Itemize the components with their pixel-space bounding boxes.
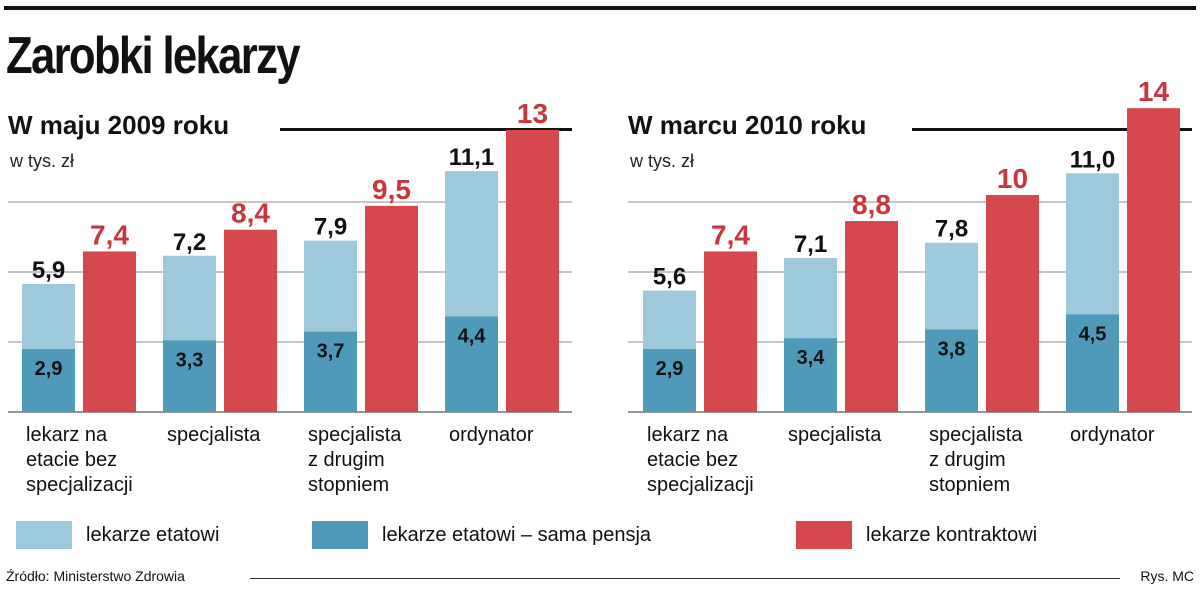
bar-charts: W maju 2009 roku w tys. zł 5,9 2,9 7,4 lekarz… xyxy=(8,76,1192,496)
page-title: Zarobki lekarzy xyxy=(6,27,301,85)
panel1-bar-kontraktowi xyxy=(506,129,559,412)
panel2-category-label: ordynator xyxy=(1070,424,1155,446)
panel2-label-kontraktowi: 7,4 xyxy=(711,219,750,250)
footer-rule xyxy=(250,578,1120,579)
panel1-category-label: lekarz na xyxy=(26,424,108,446)
panel2-category-label: z drugim xyxy=(929,449,1006,471)
panel1-label-kontraktowi: 8,4 xyxy=(231,198,270,229)
panel1-label-kontraktowi: 9,5 xyxy=(372,174,411,205)
legend-label-etatowi: lekarze etatowi xyxy=(86,523,220,546)
panel1-category-label: etacie bez xyxy=(26,449,117,471)
panel1-label-sama-pensja: 3,7 xyxy=(317,341,345,363)
panel2-label-kontraktowi: 8,8 xyxy=(852,189,891,220)
panel1-label-kontraktowi: 13 xyxy=(517,98,548,129)
panel1-label-etatowi: 5,9 xyxy=(32,257,65,284)
panel2-label-kontraktowi: 14 xyxy=(1138,76,1170,107)
panel2-bar-kontraktowi xyxy=(845,221,898,412)
panel2-label-kontraktowi: 10 xyxy=(997,163,1028,194)
panel2-category-label: lekarz na xyxy=(647,424,729,446)
panel2-bar-sama-pensja xyxy=(925,329,978,412)
panel2-category-label: specjalizacji xyxy=(647,474,754,496)
panel1-title-rule xyxy=(280,128,572,131)
panel1-bar-kontraktowi xyxy=(365,205,418,412)
panel1-category-label: stopniem xyxy=(308,474,389,496)
panel1-category-label: z drugim xyxy=(308,449,385,471)
legend-swatch-kontraktowi xyxy=(796,521,852,549)
source-note: Źródło: Ministerstwo Zdrowia xyxy=(6,568,185,584)
legend-item-sama-pensja: lekarze etatowi – sama pensja xyxy=(312,520,651,550)
panel1-bar-sama-pensja xyxy=(445,316,498,412)
panel2-title-rule xyxy=(912,128,1192,131)
panel2-label-etatowi: 7,8 xyxy=(935,216,968,243)
panel1-title: W maju 2009 roku xyxy=(8,110,229,140)
panel1-label-etatowi: 11,1 xyxy=(449,144,494,171)
panel1-label-kontraktowi: 7,4 xyxy=(90,219,129,250)
panel1-bar-sama-pensja xyxy=(22,349,75,412)
legend-swatch-etatowi xyxy=(16,521,72,549)
panel1-label-sama-pensja: 3,3 xyxy=(176,349,204,371)
panel2-bar-kontraktowi xyxy=(704,251,757,412)
panel2-category-label: specjalista xyxy=(929,424,1023,446)
panel1-category-label: specjalista xyxy=(308,424,402,446)
legend-item-etatowi: lekarze etatowi xyxy=(16,520,219,550)
panel2-label-etatowi: 11,0 xyxy=(1070,146,1115,173)
panel2-bar-sama-pensja xyxy=(643,349,696,412)
panel1-label-sama-pensja: 4,4 xyxy=(458,326,487,348)
legend-item-kontraktowi: lekarze kontraktowi xyxy=(796,520,1037,550)
top-rule xyxy=(4,6,1196,10)
legend-label-kontraktowi: lekarze kontraktowi xyxy=(866,523,1038,546)
panel1-category-label: ordynator xyxy=(449,424,534,446)
panel2-label-etatowi: 5,6 xyxy=(653,263,686,290)
panel1-category-label: specjalizacji xyxy=(26,474,133,496)
panel1-bar-kontraktowi xyxy=(83,251,136,412)
panel1-label-sama-pensja: 2,9 xyxy=(35,358,63,380)
panel2-category-label: specjalista xyxy=(788,424,882,446)
panel1-label-etatowi: 7,9 xyxy=(314,214,347,241)
panel2-label-etatowi: 7,1 xyxy=(794,231,827,258)
panel2-bar-kontraktowi xyxy=(986,195,1039,412)
credit-note: Rys. MC xyxy=(1140,568,1194,584)
panel1-bar-sama-pensja xyxy=(304,331,357,412)
panel2-bar-sama-pensja xyxy=(784,338,837,412)
panel1-bar-sama-pensja xyxy=(163,340,216,412)
panel2-category-label: stopniem xyxy=(929,474,1010,496)
panel2-label-sama-pensja: 2,9 xyxy=(656,358,684,380)
legend-label-sama-pensja: lekarze etatowi – sama pensja xyxy=(382,523,652,546)
panel2-category-label: etacie bez xyxy=(647,449,738,471)
legend-swatch-sama-pensja xyxy=(312,521,368,549)
panel2-bar-sama-pensja xyxy=(1066,314,1119,412)
panel1-bar-kontraktowi xyxy=(224,229,277,412)
panel2-title: W marcu 2010 roku xyxy=(628,110,866,140)
panel2-label-sama-pensja: 4,5 xyxy=(1079,323,1107,345)
panel1-label-etatowi: 7,2 xyxy=(173,229,206,256)
panel1-unit-label: w tys. zł xyxy=(9,151,74,171)
panel2-label-sama-pensja: 3,4 xyxy=(797,347,826,369)
panel2-label-sama-pensja: 3,8 xyxy=(938,339,966,361)
panel1-category-label: specjalista xyxy=(167,424,261,446)
panel2-bar-kontraktowi xyxy=(1127,108,1180,412)
panel2-unit-label: w tys. zł xyxy=(629,151,694,171)
